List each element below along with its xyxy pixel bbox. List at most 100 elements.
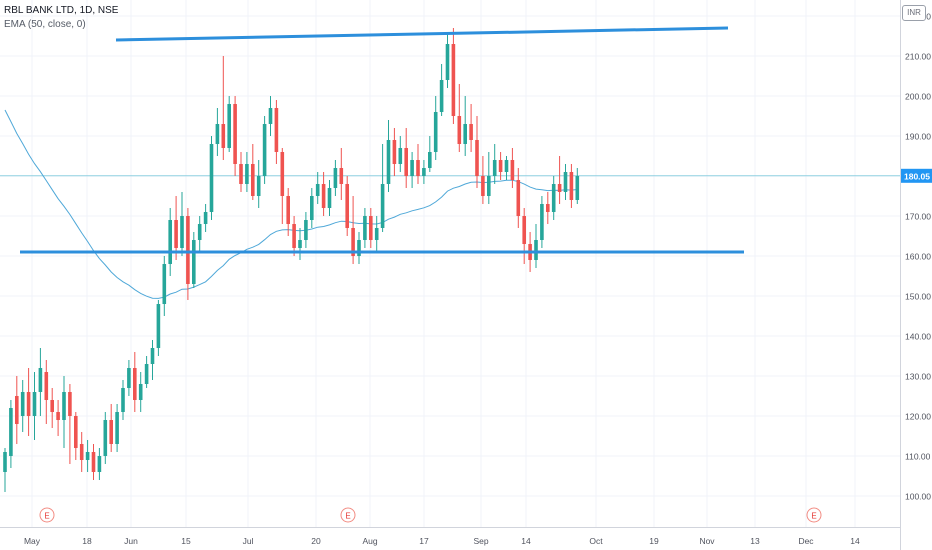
- candle-body: [156, 304, 161, 348]
- ema-line: [4, 109, 578, 299]
- time-tick-label: Sep: [473, 536, 488, 546]
- earnings-marker-label: E: [345, 512, 350, 521]
- last-price-badge: [901, 168, 932, 183]
- candle-body: [516, 180, 521, 216]
- candle-body: [233, 104, 237, 164]
- candle-body: [192, 240, 196, 284]
- candle-body: [79, 444, 84, 460]
- candle-body: [374, 228, 379, 240]
- candle-body: [410, 160, 414, 176]
- candle-body: [15, 396, 19, 424]
- candle-body: [109, 420, 113, 444]
- candle-body: [32, 392, 37, 416]
- time-tick-label: Nov: [699, 536, 715, 546]
- candle-body: [245, 164, 249, 184]
- candle-body: [534, 240, 538, 260]
- candle-body: [215, 124, 220, 144]
- price-tick-label: 130.00: [905, 372, 931, 382]
- candle-body: [26, 392, 31, 416]
- candle-body: [569, 172, 574, 200]
- price-axis[interactable]: 100.00 110.00 120.00 130.00 140.00 150.00 160.…: [900, 0, 932, 550]
- candle-body: [91, 452, 96, 472]
- time-tick-label: May: [24, 536, 41, 546]
- candle-body: [203, 212, 208, 224]
- candle-body: [280, 152, 285, 196]
- candle-body: [451, 44, 456, 116]
- candle-body: [74, 416, 78, 448]
- candle-body: [133, 368, 137, 400]
- earnings-marker-label: E: [811, 512, 816, 521]
- time-tick-label: 14: [850, 536, 860, 546]
- candle-body: [481, 176, 485, 196]
- candle-body: [168, 220, 172, 264]
- candle-body: [50, 400, 54, 412]
- candle-body: [327, 188, 332, 208]
- candle-body: [274, 108, 279, 152]
- candle-body: [121, 388, 125, 412]
- candle-body: [38, 368, 43, 392]
- chart-legend: RBL BANK LTD, 1D, NSE EMA (50, close, 0): [4, 4, 118, 32]
- candle-body: [563, 172, 568, 192]
- candle-body: [44, 372, 49, 400]
- candle-body: [575, 176, 580, 200]
- price-tick-label: 190.00: [905, 132, 931, 142]
- candlestick-series: [3, 28, 580, 492]
- candle-body: [369, 216, 373, 240]
- candle-body: [115, 412, 119, 444]
- price-tick-label: 100.00: [905, 492, 931, 502]
- currency-badge[interactable]: INR: [902, 5, 926, 21]
- candle-body: [522, 216, 526, 244]
- candle-body: [68, 392, 72, 416]
- candle-body: [404, 148, 408, 176]
- time-tick-label: Jul: [243, 536, 254, 546]
- trendlines[interactable]: [20, 26, 744, 254]
- price-tick-label: 110.00: [905, 452, 931, 462]
- candle-body: [551, 184, 556, 212]
- candle-body: [398, 148, 403, 164]
- candle-body: [298, 240, 302, 248]
- time-tick-label: Aug: [362, 536, 377, 546]
- time-axis[interactable]: May 18 Jun 15 Jul 20 Aug 17 Sep 14 Oct 19 Nov 13 Dec 14: [0, 527, 900, 547]
- candle-body: [239, 164, 243, 184]
- candle-body: [3, 452, 7, 472]
- candle-body: [333, 168, 338, 188]
- time-tick-label: 19: [649, 536, 659, 546]
- candle-body: [445, 44, 450, 80]
- candle-body: [310, 196, 314, 220]
- candle-body: [416, 160, 420, 176]
- candle-body: [380, 184, 385, 228]
- candle-body: [321, 184, 326, 208]
- candle-body: [62, 392, 66, 420]
- indicator-label[interactable]: EMA (50, close, 0): [4, 19, 86, 30]
- time-tick-label: 15: [181, 536, 191, 546]
- candle-body: [345, 184, 349, 228]
- candle-body: [557, 184, 562, 192]
- time-tick-label: 20: [311, 536, 321, 546]
- candle-body: [510, 160, 515, 180]
- candle-body: [162, 264, 167, 304]
- candle-body: [492, 160, 497, 176]
- earnings-marker-label: E: [44, 512, 49, 521]
- candle-body: [103, 420, 108, 456]
- candle-body: [292, 224, 296, 248]
- candle-body: [127, 368, 131, 388]
- candle-body: [268, 108, 273, 124]
- earnings-marker: [39, 507, 55, 523]
- candle-body: [351, 228, 355, 256]
- earnings-marker: [340, 507, 356, 523]
- candle-body: [475, 140, 479, 176]
- time-tick-label: Dec: [798, 536, 814, 546]
- candle-body: [457, 116, 462, 144]
- earnings-marker: [806, 507, 822, 523]
- candle-body: [262, 124, 267, 176]
- candle-body: [363, 216, 367, 240]
- symbol-title[interactable]: RBL BANK LTD, 1D, NSE: [4, 5, 119, 16]
- chart-grid: [0, 0, 900, 527]
- candle-body: [540, 204, 544, 240]
- candle-body: [56, 412, 60, 420]
- candle-body: [144, 364, 149, 384]
- price-tick-label: 210.00: [905, 52, 931, 62]
- candle-body: [150, 348, 155, 364]
